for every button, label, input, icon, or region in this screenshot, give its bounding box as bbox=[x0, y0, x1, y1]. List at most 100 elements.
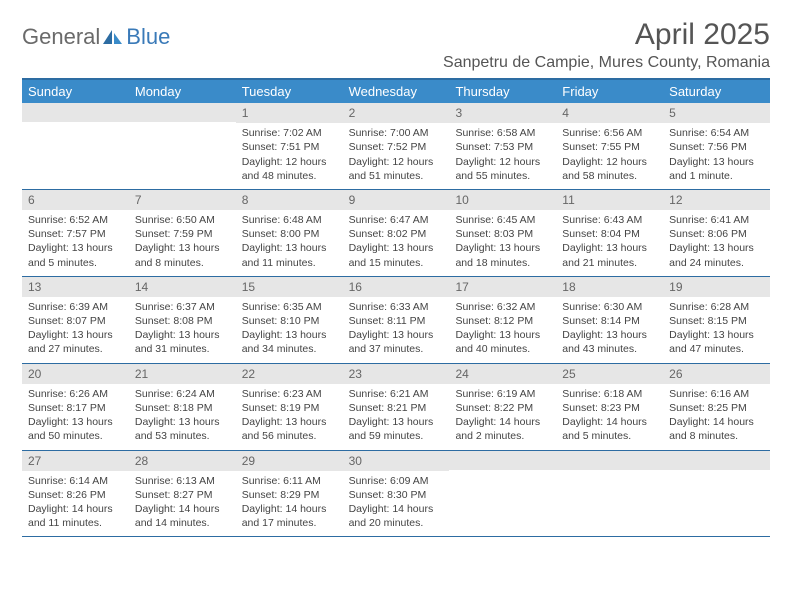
sunrise-text: Sunrise: 6:16 AM bbox=[669, 387, 764, 401]
daylight-text: Daylight: 13 hours and 50 minutes. bbox=[28, 415, 123, 443]
calendar-cell: 7Sunrise: 6:50 AMSunset: 7:59 PMDaylight… bbox=[129, 190, 236, 276]
calendar-cell: 16Sunrise: 6:33 AMSunset: 8:11 PMDayligh… bbox=[343, 277, 450, 363]
sunset-text: Sunset: 8:19 PM bbox=[242, 401, 337, 415]
day-number bbox=[449, 451, 556, 470]
daylight-text: Daylight: 12 hours and 58 minutes. bbox=[562, 155, 657, 183]
cell-body: Sunrise: 6:14 AMSunset: 8:26 PMDaylight:… bbox=[22, 471, 129, 537]
cell-body: Sunrise: 6:50 AMSunset: 7:59 PMDaylight:… bbox=[129, 210, 236, 276]
sunset-text: Sunset: 7:55 PM bbox=[562, 140, 657, 154]
cell-body: Sunrise: 6:39 AMSunset: 8:07 PMDaylight:… bbox=[22, 297, 129, 363]
day-number: 23 bbox=[343, 364, 450, 384]
cell-body: Sunrise: 6:11 AMSunset: 8:29 PMDaylight:… bbox=[236, 471, 343, 537]
cell-body: Sunrise: 6:52 AMSunset: 7:57 PMDaylight:… bbox=[22, 210, 129, 276]
calendar-cell: 26Sunrise: 6:16 AMSunset: 8:25 PMDayligh… bbox=[663, 364, 770, 450]
sunset-text: Sunset: 8:22 PM bbox=[455, 401, 550, 415]
day-number: 6 bbox=[22, 190, 129, 210]
week-row: 6Sunrise: 6:52 AMSunset: 7:57 PMDaylight… bbox=[22, 190, 770, 277]
cell-body: Sunrise: 6:45 AMSunset: 8:03 PMDaylight:… bbox=[449, 210, 556, 276]
sunrise-text: Sunrise: 6:33 AM bbox=[349, 300, 444, 314]
day-number: 25 bbox=[556, 364, 663, 384]
calendar-cell: 23Sunrise: 6:21 AMSunset: 8:21 PMDayligh… bbox=[343, 364, 450, 450]
cell-body: Sunrise: 6:47 AMSunset: 8:02 PMDaylight:… bbox=[343, 210, 450, 276]
sunset-text: Sunset: 8:30 PM bbox=[349, 488, 444, 502]
day-number: 16 bbox=[343, 277, 450, 297]
cell-body: Sunrise: 6:19 AMSunset: 8:22 PMDaylight:… bbox=[449, 384, 556, 450]
day-number: 22 bbox=[236, 364, 343, 384]
sunrise-text: Sunrise: 6:35 AM bbox=[242, 300, 337, 314]
daylight-text: Daylight: 13 hours and 8 minutes. bbox=[135, 241, 230, 269]
sunset-text: Sunset: 8:07 PM bbox=[28, 314, 123, 328]
day-number: 18 bbox=[556, 277, 663, 297]
sunrise-text: Sunrise: 6:30 AM bbox=[562, 300, 657, 314]
sunrise-text: Sunrise: 6:11 AM bbox=[242, 474, 337, 488]
day-number: 19 bbox=[663, 277, 770, 297]
cell-body: Sunrise: 6:33 AMSunset: 8:11 PMDaylight:… bbox=[343, 297, 450, 363]
day-header-cell: Friday bbox=[556, 80, 663, 103]
day-number: 10 bbox=[449, 190, 556, 210]
day-number: 24 bbox=[449, 364, 556, 384]
sunset-text: Sunset: 8:25 PM bbox=[669, 401, 764, 415]
daylight-text: Daylight: 13 hours and 5 minutes. bbox=[28, 241, 123, 269]
calendar-cell: 1Sunrise: 7:02 AMSunset: 7:51 PMDaylight… bbox=[236, 103, 343, 189]
day-number: 20 bbox=[22, 364, 129, 384]
day-number: 9 bbox=[343, 190, 450, 210]
daylight-text: Daylight: 14 hours and 11 minutes. bbox=[28, 502, 123, 530]
logo-text-general: General bbox=[22, 24, 100, 50]
cell-body: Sunrise: 6:23 AMSunset: 8:19 PMDaylight:… bbox=[236, 384, 343, 450]
sunrise-text: Sunrise: 6:41 AM bbox=[669, 213, 764, 227]
sunrise-text: Sunrise: 7:00 AM bbox=[349, 126, 444, 140]
day-number bbox=[663, 451, 770, 470]
day-number bbox=[129, 103, 236, 122]
day-number: 30 bbox=[343, 451, 450, 471]
calendar-cell: 20Sunrise: 6:26 AMSunset: 8:17 PMDayligh… bbox=[22, 364, 129, 450]
sunrise-text: Sunrise: 6:24 AM bbox=[135, 387, 230, 401]
day-number: 4 bbox=[556, 103, 663, 123]
sunrise-text: Sunrise: 6:09 AM bbox=[349, 474, 444, 488]
day-number: 7 bbox=[129, 190, 236, 210]
week-row: 1 Sunrise: 7:02 AMSunset: 7:51 PM Daylight… bbox=[22, 103, 770, 190]
calendar-cell: 15Sunrise: 6:35 AMSunset: 8:10 PMDayligh… bbox=[236, 277, 343, 363]
daylight-text: Daylight: 13 hours and 1 minute. bbox=[669, 155, 764, 183]
sunrise-text: Sunrise: 6:52 AM bbox=[28, 213, 123, 227]
cell-body: Sunrise: 6:43 AMSunset: 8:04 PMDaylight:… bbox=[556, 210, 663, 276]
day-header-cell: Saturday bbox=[663, 80, 770, 103]
sunrise-text: Sunrise: 6:54 AM bbox=[669, 126, 764, 140]
sunset-text: Sunset: 8:23 PM bbox=[562, 401, 657, 415]
calendar-cell: 22Sunrise: 6:23 AMSunset: 8:19 PMDayligh… bbox=[236, 364, 343, 450]
cell-body: Sunrise: 6:21 AMSunset: 8:21 PMDaylight:… bbox=[343, 384, 450, 450]
sunrise-text: Sunrise: 6:56 AM bbox=[562, 126, 657, 140]
sunrise-text: Sunrise: 6:13 AM bbox=[135, 474, 230, 488]
logo-sail-icon bbox=[102, 28, 124, 46]
location-text: Sanpetru de Campie, Mures County, Romani… bbox=[443, 54, 770, 72]
sunset-text: Sunset: 8:06 PM bbox=[669, 227, 764, 241]
sunrise-text: Sunrise: 6:58 AM bbox=[455, 126, 550, 140]
sunset-text: Sunset: 8:12 PM bbox=[455, 314, 550, 328]
cell-body: Sunrise: 6:09 AMSunset: 8:30 PMDaylight:… bbox=[343, 471, 450, 537]
day-number: 2 bbox=[343, 103, 450, 123]
cell-body: Sunrise: 6:18 AMSunset: 8:23 PMDaylight:… bbox=[556, 384, 663, 450]
daylight-text: Daylight: 13 hours and 15 minutes. bbox=[349, 241, 444, 269]
sunset-text: Sunset: 8:00 PM bbox=[242, 227, 337, 241]
sunset-text: Sunset: 7:51 PM bbox=[242, 140, 337, 154]
sunrise-text: Sunrise: 6:23 AM bbox=[242, 387, 337, 401]
calendar-cell: 18Sunrise: 6:30 AMSunset: 8:14 PMDayligh… bbox=[556, 277, 663, 363]
daylight-text: Daylight: 13 hours and 37 minutes. bbox=[349, 328, 444, 356]
calendar-cell: 14Sunrise: 6:37 AMSunset: 8:08 PMDayligh… bbox=[129, 277, 236, 363]
week-row: 27Sunrise: 6:14 AMSunset: 8:26 PMDayligh… bbox=[22, 451, 770, 538]
daylight-text: Daylight: 13 hours and 47 minutes. bbox=[669, 328, 764, 356]
day-number: 21 bbox=[129, 364, 236, 384]
calendar-cell: 3Sunrise: 6:58 AMSunset: 7:53 PMDaylight… bbox=[449, 103, 556, 189]
calendar-cell: 17Sunrise: 6:32 AMSunset: 8:12 PMDayligh… bbox=[449, 277, 556, 363]
sunset-text: Sunset: 8:15 PM bbox=[669, 314, 764, 328]
sunrise-text: Sunrise: 7:02 AM bbox=[242, 126, 337, 140]
calendar-cell: 11Sunrise: 6:43 AMSunset: 8:04 PMDayligh… bbox=[556, 190, 663, 276]
daylight-text: Daylight: 13 hours and 31 minutes. bbox=[135, 328, 230, 356]
day-number: 1 bbox=[236, 103, 343, 123]
cell-body: Sunrise: 6:30 AMSunset: 8:14 PMDaylight:… bbox=[556, 297, 663, 363]
sunset-text: Sunset: 7:53 PM bbox=[455, 140, 550, 154]
sunrise-text: Sunrise: 6:26 AM bbox=[28, 387, 123, 401]
cell-body: Sunrise: 6:56 AMSunset: 7:55 PMDaylight:… bbox=[556, 123, 663, 189]
calendar-cell: 21Sunrise: 6:24 AMSunset: 8:18 PMDayligh… bbox=[129, 364, 236, 450]
calendar-cell: 5Sunrise: 6:54 AMSunset: 7:56 PMDaylight… bbox=[663, 103, 770, 189]
cell-body: Sunrise: 6:13 AMSunset: 8:27 PMDaylight:… bbox=[129, 471, 236, 537]
